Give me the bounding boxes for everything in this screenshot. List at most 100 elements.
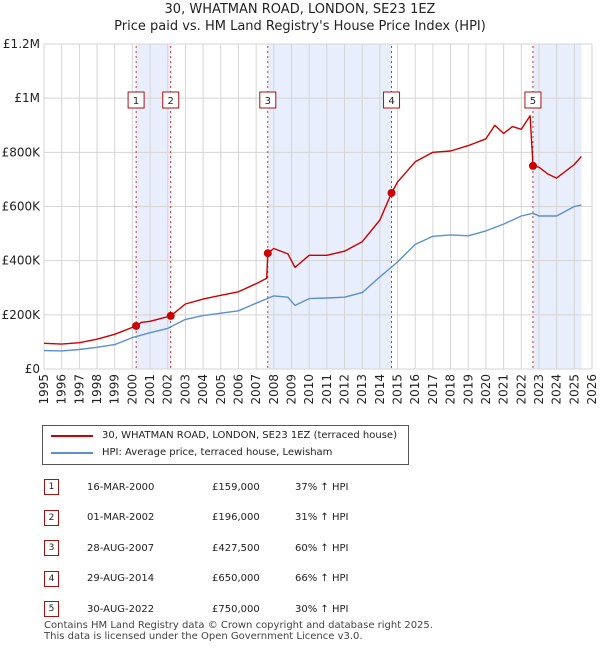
transaction-marker: 3 — [259, 91, 277, 109]
x-tick-label: 2017 — [426, 374, 440, 405]
y-tick-label: £800K — [2, 145, 42, 159]
sale-price: £159,000 — [212, 481, 260, 493]
x-tick-label: 2010 — [302, 374, 316, 405]
x-tick-label: 2015 — [391, 374, 405, 405]
transaction-point — [263, 249, 272, 258]
x-tick-label: 1996 — [55, 374, 69, 405]
y-tick-label: £0 — [25, 362, 40, 376]
hpi-swatch — [51, 452, 93, 454]
y-axis-ticks: £0 £200K £400K £600K £800K £1M £1.2M — [2, 37, 42, 376]
x-axis-ticks: 1995 1996 1997 1998 1999 2000 2001 2002 2003 2004… — [37, 374, 599, 405]
x-tick-label: 2011 — [320, 374, 334, 405]
hpi-series — [43, 204, 582, 352]
x-tick-label: 2012 — [338, 374, 352, 405]
transaction-point — [528, 161, 537, 170]
x-tick-label: 2003 — [178, 374, 192, 405]
grid-lines — [43, 43, 593, 370]
x-tick-label: 2001 — [143, 374, 157, 405]
sale-date: 16-MAR-2000 — [87, 481, 155, 493]
transaction-marker: 5 — [524, 91, 542, 109]
sale-date: 30-AUG-2022 — [87, 603, 155, 615]
table-row: 4 29-AUG-2014 £650,000 66% ↑ HPI — [44, 564, 348, 595]
x-tick-label: 2013 — [355, 374, 369, 405]
transaction-point — [132, 321, 141, 330]
y-tick-label: £1.2M — [3, 37, 40, 51]
sale-price: £650,000 — [212, 573, 260, 585]
sale-price: £196,000 — [212, 512, 260, 524]
x-tick-label: 1999 — [108, 374, 122, 405]
x-tick-label: 2007 — [249, 374, 263, 405]
x-tick-label: 2024 — [550, 374, 564, 405]
x-tick-label: 1995 — [37, 374, 51, 405]
x-tick-label: 2002 — [161, 374, 175, 405]
transaction-point — [387, 188, 396, 197]
legend-property-label: 30, WHATMAN ROAD, LONDON, SE23 1EZ (terr… — [102, 430, 397, 441]
transaction-marker-label: 1 — [133, 96, 139, 107]
sale-hpi-change: 37% ↑ HPI — [295, 481, 349, 493]
sale-number: 2 — [44, 509, 59, 526]
y-tick-label: £1M — [14, 91, 40, 105]
transaction-marker-label: 5 — [530, 96, 536, 107]
sale-number: 1 — [44, 479, 59, 496]
sale-date: 29-AUG-2014 — [87, 573, 155, 585]
x-tick-label: 2019 — [461, 374, 475, 405]
table-row: 2 01-MAR-2002 £196,000 31% ↑ HPI — [44, 503, 348, 534]
x-tick-label: 2023 — [532, 374, 546, 405]
sale-hpi-change: 60% ↑ HPI — [295, 542, 349, 554]
footer-copyright: Contains HM Land Registry data © Crown c… — [44, 620, 433, 631]
transaction-marker: 4 — [383, 91, 401, 109]
x-tick-label: 2014 — [373, 374, 387, 405]
sale-date: 01-MAR-2002 — [87, 512, 155, 524]
footer-licence: This data is licensed under the Open Gov… — [44, 631, 363, 642]
sale-hpi-change: 30% ↑ HPI — [295, 603, 349, 615]
y-tick-label: £400K — [2, 254, 42, 268]
price-chart: 1 2 3 4 5 £0 £200K £400K £600K £800K £1M £1.2M 199… — [2, 37, 599, 405]
x-tick-label: 2000 — [125, 374, 139, 405]
x-tick-label: 2008 — [267, 374, 281, 405]
sale-number: 5 — [44, 601, 59, 618]
legend-item-property: 30, WHATMAN ROAD, LONDON, SE23 1EZ (terr… — [51, 428, 397, 444]
table-row: 5 30-AUG-2022 £750,000 30% ↑ HPI — [44, 594, 348, 625]
sale-price: £750,000 — [212, 603, 260, 615]
legend: 30, WHATMAN ROAD, LONDON, SE23 1EZ (terr… — [42, 425, 409, 465]
property-series — [43, 115, 582, 345]
x-tick-label: 2016 — [408, 374, 422, 405]
table-row: 1 16-MAR-2000 £159,000 37% ↑ HPI — [44, 472, 348, 503]
transaction-markers: 1 2 3 4 5 — [127, 91, 542, 109]
footer: Contains HM Land Registry data © Crown c… — [44, 620, 433, 642]
x-tick-label: 2020 — [479, 374, 493, 405]
transaction-marker-label: 3 — [265, 96, 271, 107]
hpi-line — [43, 204, 582, 352]
x-tick-label: 2021 — [497, 374, 511, 405]
sale-hpi-change: 31% ↑ HPI — [295, 512, 349, 524]
sale-price: £427,500 — [212, 542, 260, 554]
x-tick-label: 2025 — [567, 374, 581, 405]
transaction-point — [166, 311, 175, 320]
transaction-marker: 2 — [162, 91, 180, 109]
x-tick-label: 2026 — [585, 374, 599, 405]
y-tick-label: £200K — [2, 308, 42, 322]
sales-table: 1 16-MAR-2000 £159,000 37% ↑ HPI 2 01-MA… — [44, 472, 348, 625]
x-tick-label: 2018 — [444, 374, 458, 405]
property-swatch — [51, 435, 93, 437]
table-row: 3 28-AUG-2007 £427,500 60% ↑ HPI — [44, 533, 348, 564]
x-tick-label: 2022 — [514, 374, 528, 405]
x-tick-label: 2006 — [231, 374, 245, 405]
transaction-points — [132, 161, 537, 330]
sale-number: 3 — [44, 540, 59, 557]
transaction-marker-label: 4 — [388, 96, 394, 107]
sale-date: 28-AUG-2007 — [87, 542, 155, 554]
transaction-marker: 1 — [127, 91, 145, 109]
legend-item-hpi: HPI: Average price, terraced house, Lewi… — [51, 445, 332, 461]
chart-subtitle: Price paid vs. HM Land Registry's House … — [114, 19, 486, 34]
property-line — [43, 115, 582, 345]
chart-title: 30, WHATMAN ROAD, LONDON, SE23 1EZ — [164, 2, 436, 17]
sale-number: 4 — [44, 570, 59, 587]
transaction-marker-label: 2 — [168, 96, 174, 107]
x-tick-label: 2004 — [196, 374, 210, 405]
x-tick-label: 1997 — [72, 374, 86, 405]
x-tick-label: 2009 — [284, 374, 298, 405]
sale-hpi-change: 66% ↑ HPI — [295, 573, 349, 585]
y-tick-label: £600K — [2, 200, 42, 214]
x-tick-label: 2005 — [214, 374, 228, 405]
